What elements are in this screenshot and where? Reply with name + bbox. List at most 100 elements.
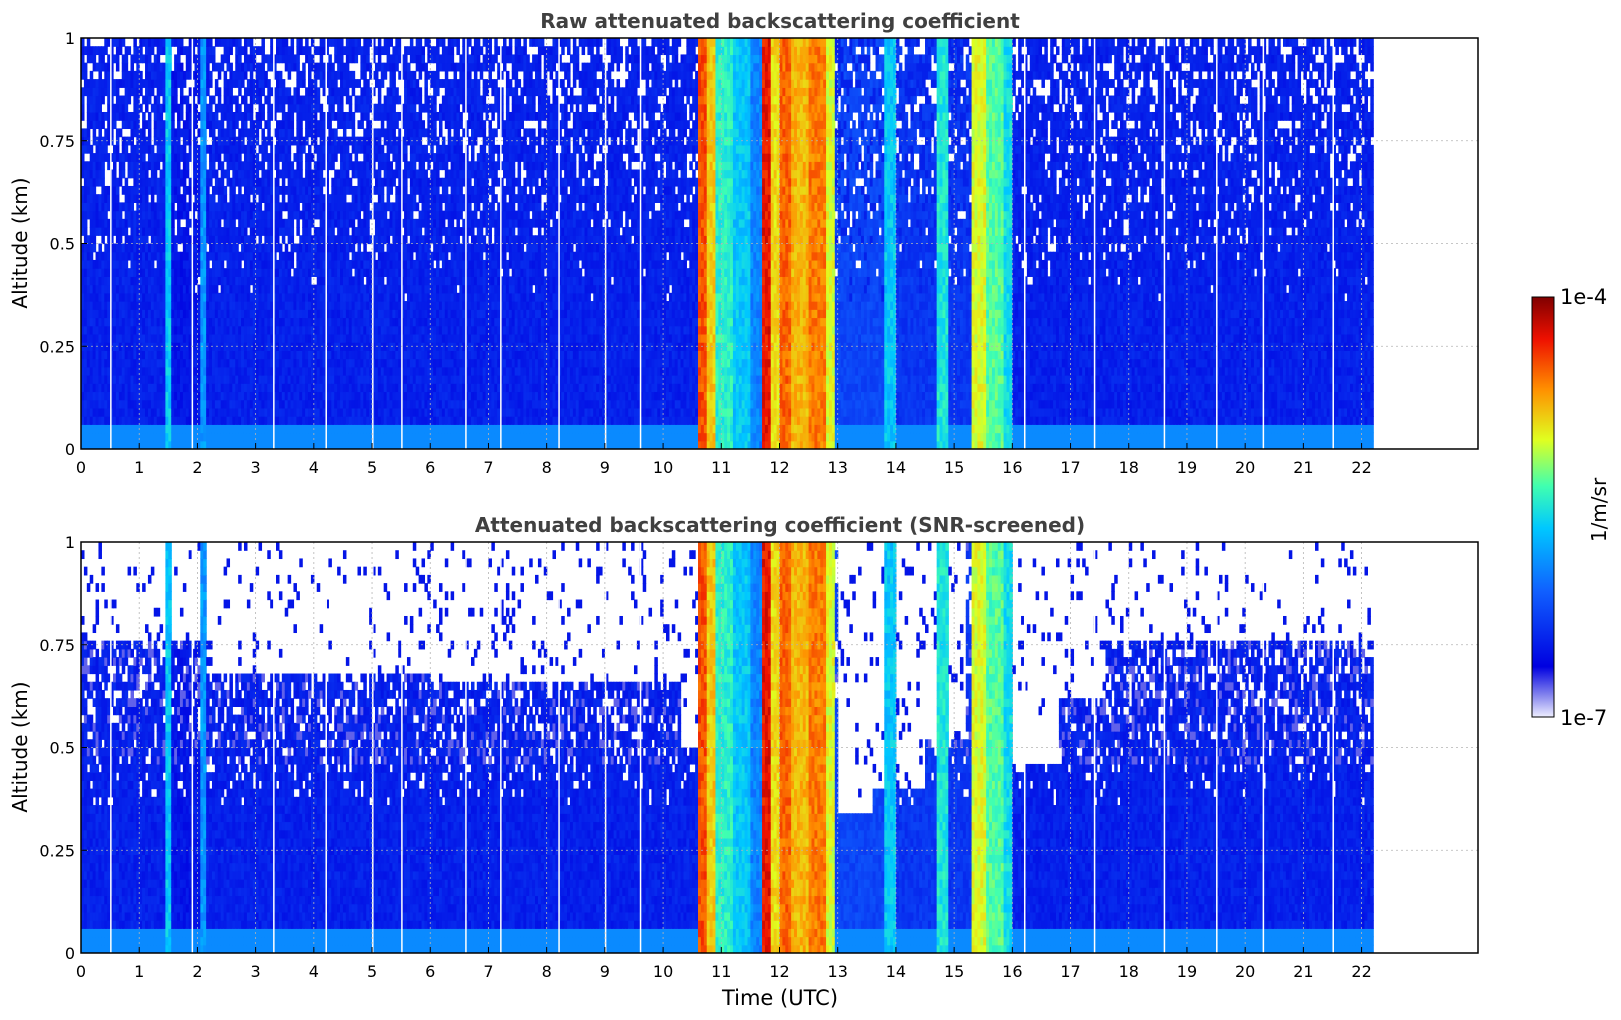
heatmap-cell [293,383,297,393]
heatmap-cell [81,202,85,212]
heatmap-cell [211,243,216,253]
heatmap-cell [115,235,120,245]
heatmap-cell [223,136,228,146]
heatmap-cell [188,111,193,121]
heatmap-cell [185,317,190,327]
heatmap-cell [206,333,210,343]
heatmap-cell [278,259,283,269]
heatmap-cell [194,391,199,401]
heatmap-cell [194,259,199,269]
heatmap-cell [113,194,117,203]
heatmap-cell [118,350,123,360]
heatmap-cell [153,416,158,425]
heatmap-cell [337,38,341,47]
heatmap-cell [284,399,289,409]
heatmap-cell [261,194,265,203]
heatmap-cell [139,309,143,319]
heatmap-cell [95,103,100,113]
heatmap-cell [89,227,94,236]
heatmap-cell [299,210,303,220]
heatmap-cell [177,268,181,277]
heatmap-cell [305,366,309,376]
heatmap-cell [98,251,102,261]
heatmap-cell [261,144,265,154]
heatmap-cell [101,309,105,319]
heatmap-cell [156,202,161,212]
heatmap-cell [171,210,175,220]
heatmap-cell [133,169,137,179]
heatmap-cell [124,416,129,425]
heatmap-cell [223,169,228,179]
heatmap-cell [136,79,140,88]
heatmap-cell [334,87,338,97]
heatmap-cell [171,259,175,269]
heatmap-cell [145,79,149,88]
heatmap-cell [182,185,187,195]
heatmap-cell [249,268,254,277]
heatmap-cell [290,383,295,393]
heatmap-cell [162,268,166,277]
heatmap-cell [310,169,315,179]
heatmap-cell [133,95,137,105]
heatmap-cell [310,87,315,97]
heatmap-cell [281,251,286,261]
heatmap-cell [83,227,88,236]
heatmap-cell [278,391,283,401]
heatmap-cell [337,292,341,302]
heatmap-cell [182,227,187,236]
heatmap-cell [252,161,257,171]
heatmap-cell [104,70,108,80]
heatmap-cell [316,194,321,203]
heatmap-cell [238,177,242,187]
heatmap-cell [165,268,169,277]
heatmap-cell [276,103,280,113]
heatmap-cell [83,235,88,245]
heatmap-cell [325,177,329,187]
heatmap-cell [296,62,300,72]
heatmap-cell [308,235,312,245]
heatmap-cell [209,169,213,179]
heatmap-cell [214,259,219,269]
heatmap-cell [299,391,303,401]
heatmap-cell [182,46,187,56]
heatmap-cell [171,301,175,310]
heatmap-cell [177,416,181,425]
heatmap-cell [261,103,265,113]
heatmap-cell [118,366,123,376]
heatmap-cell [197,251,201,261]
heatmap-cell [211,399,216,409]
heatmap-cell [81,440,85,449]
heatmap-cell [188,235,193,245]
heatmap-cell [142,79,146,88]
heatmap-cell [223,218,228,228]
heatmap-cell [316,62,321,72]
heatmap-cell [162,62,166,72]
heatmap-cell [284,227,289,236]
heatmap-cell [308,161,312,171]
heatmap-cell [267,383,271,393]
heatmap-cell [334,202,338,212]
heatmap-cell [313,375,318,384]
heatmap-cell [235,407,239,417]
heatmap-cell [185,350,190,360]
heatmap-cell [171,227,175,236]
heatmap-cell [86,95,91,105]
heatmap-cell [188,317,193,327]
heatmap-cell [238,235,242,245]
heatmap-cell [206,103,210,113]
heatmap-cell [328,210,332,220]
heatmap-cell [290,202,295,212]
heatmap-cell [168,416,172,425]
heatmap-cell [331,95,335,105]
heatmap-cell [299,46,303,56]
heatmap-cell [89,46,94,56]
heatmap-cell [322,38,327,47]
heatmap-cell [325,317,329,327]
heatmap-cell [238,194,242,203]
heatmap-cell [281,432,286,442]
heatmap-cell [229,440,233,449]
heatmap-cell [182,350,187,360]
heatmap-cell [319,46,324,56]
heatmap-cell [255,243,260,253]
heatmap-cell [238,383,242,393]
